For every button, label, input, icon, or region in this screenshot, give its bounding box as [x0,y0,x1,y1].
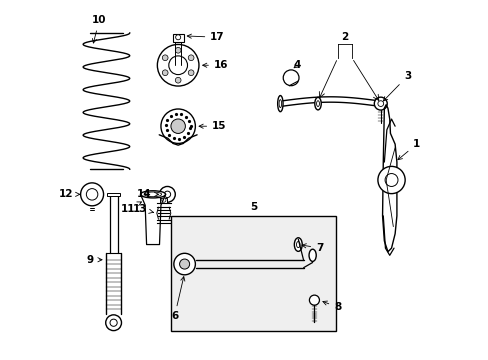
Circle shape [86,189,98,200]
Circle shape [175,35,180,40]
Bar [160,198,167,203]
Circle shape [159,186,175,202]
Text: 14: 14 [137,189,158,199]
Circle shape [283,70,298,86]
Text: 3: 3 [383,71,410,101]
Text: 1: 1 [397,139,419,160]
Circle shape [105,315,121,330]
Circle shape [377,101,383,107]
Circle shape [162,55,168,60]
Text: 7: 7 [301,243,323,253]
Circle shape [161,109,195,143]
Text: 9: 9 [86,255,102,265]
Text: 12: 12 [59,189,80,199]
Text: 8: 8 [322,301,341,312]
Ellipse shape [279,100,281,108]
Ellipse shape [144,192,162,197]
Ellipse shape [294,238,302,251]
Bar [107,193,120,197]
Text: 17: 17 [187,32,224,42]
Circle shape [175,48,181,53]
Text: 16: 16 [202,60,228,70]
Text: 15: 15 [199,121,226,131]
Circle shape [164,191,170,198]
Text: 11: 11 [121,202,141,214]
Circle shape [168,56,187,75]
Circle shape [188,55,194,60]
Circle shape [377,166,405,194]
Text: 6: 6 [171,276,184,321]
Circle shape [309,295,319,305]
Ellipse shape [314,97,321,110]
Text: 2: 2 [341,32,348,41]
Text: 13: 13 [133,204,153,214]
Circle shape [373,97,386,110]
Ellipse shape [308,249,316,261]
Ellipse shape [277,95,283,112]
Text: 5: 5 [249,202,257,212]
Circle shape [384,174,397,186]
Circle shape [188,70,194,76]
Circle shape [162,198,165,202]
Circle shape [174,253,195,275]
Circle shape [162,70,168,76]
Circle shape [179,259,189,269]
Text: 10: 10 [92,15,106,43]
Circle shape [175,77,181,83]
Circle shape [81,183,103,206]
Circle shape [171,119,185,134]
Bar [171,216,335,330]
Bar [172,34,183,41]
Ellipse shape [140,191,165,198]
Circle shape [110,319,117,326]
Ellipse shape [316,101,319,107]
Text: 4: 4 [293,60,301,70]
Circle shape [157,44,199,86]
Ellipse shape [296,242,300,248]
